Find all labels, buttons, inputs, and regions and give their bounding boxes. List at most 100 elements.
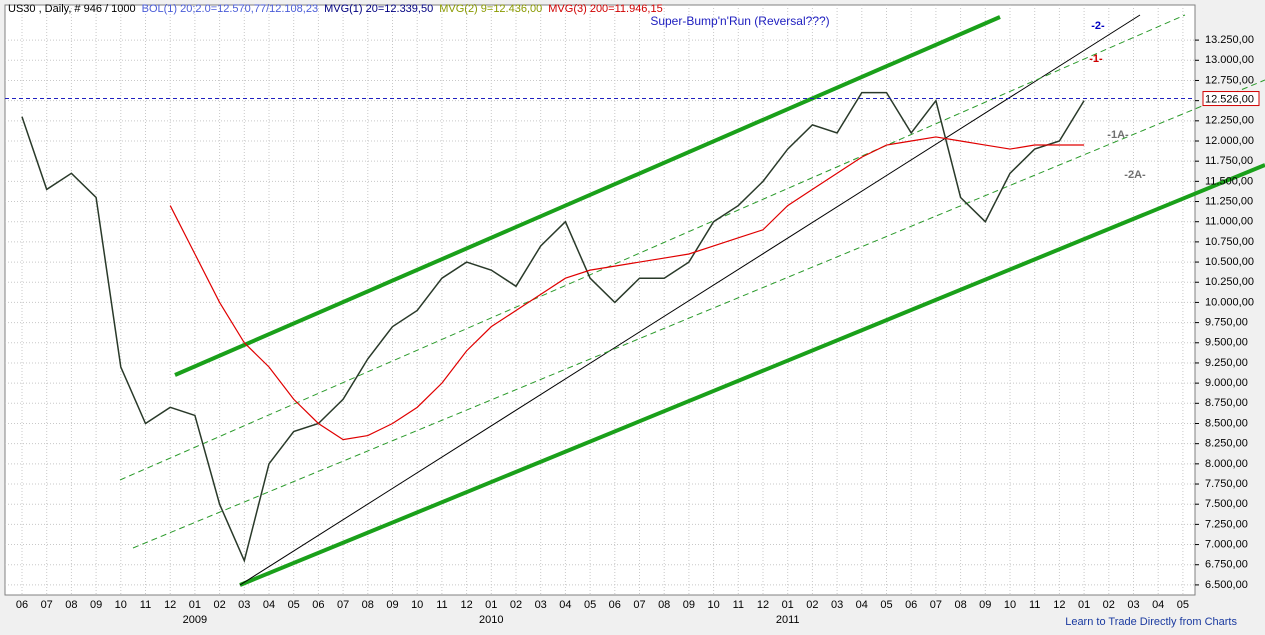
header-item: MVG(2) 9=12.436,00 — [439, 3, 542, 15]
y-tick-label: 9.000,00 — [1205, 377, 1248, 389]
x-tick-label: 09 — [386, 599, 398, 611]
x-tick-label: 02 — [510, 599, 522, 611]
x-tick-label: 06 — [312, 599, 324, 611]
y-tick-label: 7.750,00 — [1205, 478, 1248, 490]
y-tick-label: 9.500,00 — [1205, 337, 1248, 349]
y-tick-label: 7.000,00 — [1205, 538, 1248, 550]
y-tick-label: 10.250,00 — [1205, 276, 1254, 288]
year-label: 2009 — [183, 614, 207, 626]
price-label: 12.526,00 — [1205, 93, 1254, 105]
channel-top — [174, 15, 1001, 377]
x-tick-label: 10 — [115, 599, 127, 611]
header: US30 , Daily, # 946 / 1000 BOL(1) 20;2.0=… — [8, 3, 663, 15]
y-tick-label: 13.000,00 — [1205, 54, 1254, 66]
x-tick-label: 07 — [930, 599, 942, 611]
y-tick-label: 11.000,00 — [1205, 216, 1253, 228]
y-tick-label: 8.000,00 — [1205, 458, 1248, 470]
y-tick-label: 11.750,00 — [1205, 155, 1253, 167]
y-tick-label: 11.500,00 — [1205, 175, 1253, 187]
x-tick-label: 08 — [658, 599, 670, 611]
x-tick-label: 07 — [337, 599, 349, 611]
y-tick-label: 12.000,00 — [1205, 135, 1254, 147]
x-tick-label: 11 — [1029, 599, 1040, 611]
y-tick-label: 13.250,00 — [1205, 34, 1254, 46]
x-tick-label: 01 — [782, 599, 794, 611]
footer: Learn to Trade Directly from Charts — [1065, 616, 1237, 628]
x-tick-label: 02 — [1103, 599, 1115, 611]
channel-bottom — [239, 163, 1265, 587]
x-tick-label: 10 — [411, 599, 423, 611]
x-tick-label: 12 — [757, 599, 769, 611]
x-tick-label: 05 — [1177, 599, 1189, 611]
annotation: -2- — [1091, 20, 1105, 32]
x-tick-label: 08 — [65, 599, 77, 611]
x-tick-label: 11 — [140, 599, 151, 611]
y-tick-label: 9.250,00 — [1205, 357, 1248, 369]
x-tick-label: 05 — [584, 599, 596, 611]
annotation: -2A- — [1124, 169, 1146, 181]
header-item: BOL(1) 20;2.0=12.570,77/12.108,23 — [142, 3, 318, 15]
y-tick-label: 8.250,00 — [1205, 438, 1248, 450]
annotation: -1A- — [1107, 129, 1129, 141]
y-tick-label: 6.750,00 — [1205, 559, 1248, 571]
bump-line — [239, 14, 1141, 586]
x-tick-label: 03 — [238, 599, 250, 611]
y-tick-label: 7.500,00 — [1205, 498, 1248, 510]
plot-area — [4, 4, 1196, 596]
y-tick-label: 12.750,00 — [1205, 74, 1254, 86]
x-tick-label: 06 — [905, 599, 917, 611]
x-tick-label: 04 — [559, 599, 571, 611]
x-tick-label: 01 — [1078, 599, 1090, 611]
annotation: -1- — [1089, 53, 1103, 65]
header-item: MVG(1) 20=12.339,50 — [324, 3, 433, 15]
price-box — [1202, 91, 1260, 107]
x-tick-label: 09 — [979, 599, 991, 611]
x-tick-label: 03 — [831, 599, 843, 611]
year-label: 2011 — [776, 614, 800, 626]
x-tick-label: 09 — [90, 599, 102, 611]
chart-title: Super-Bump'n'Run (Reversal???) — [650, 14, 829, 28]
x-tick-label: 12 — [1053, 599, 1065, 611]
x-tick-label: 07 — [633, 599, 645, 611]
y-tick-label: 10.000,00 — [1205, 296, 1254, 308]
series-line — [169, 136, 1085, 441]
y-tick-label: 8.500,00 — [1205, 417, 1248, 429]
year-label: 2010 — [479, 614, 503, 626]
y-tick-label: 12.250,00 — [1205, 115, 1254, 127]
x-tick-label: 04 — [856, 599, 868, 611]
x-tick-label: 06 — [609, 599, 621, 611]
x-tick-label: 10 — [707, 599, 719, 611]
y-tick-label: 10.500,00 — [1205, 256, 1254, 268]
x-tick-label: 07 — [41, 599, 53, 611]
y-tick-label: 8.750,00 — [1205, 397, 1248, 409]
x-tick-label: 04 — [263, 599, 275, 611]
y-tick-label: 7.250,00 — [1205, 518, 1248, 530]
x-tick-label: 06 — [16, 599, 28, 611]
series-line — [21, 91, 1085, 563]
x-tick-label: 05 — [288, 599, 300, 611]
x-tick-label: 12 — [460, 599, 472, 611]
x-tick-label: 10 — [1004, 599, 1016, 611]
y-tick-label: 9.750,00 — [1205, 317, 1248, 329]
x-tick-label: 04 — [1152, 599, 1164, 611]
x-tick-label: 01 — [189, 599, 201, 611]
x-tick-label: 11 — [733, 599, 744, 611]
channel-mid-2 — [132, 79, 1265, 549]
y-tick-label: 6.500,00 — [1205, 579, 1248, 591]
header-item: US30 , Daily, # 946 / 1000 — [8, 3, 136, 15]
x-tick-label: 12 — [164, 599, 176, 611]
x-tick-label: 08 — [954, 599, 966, 611]
header-item: MVG(3) 200=11.946,15 — [548, 3, 662, 15]
x-tick-label: 08 — [362, 599, 374, 611]
x-tick-label: 01 — [485, 599, 497, 611]
y-tick-label: 10.750,00 — [1205, 236, 1254, 248]
grid — [5, 5, 1195, 595]
x-tick-label: 03 — [535, 599, 547, 611]
x-tick-label: 05 — [880, 599, 892, 611]
x-tick-label: 03 — [1127, 599, 1139, 611]
x-tick-label: 11 — [436, 599, 447, 611]
x-tick-label: 02 — [213, 599, 225, 611]
x-tick-label: 09 — [683, 599, 695, 611]
x-tick-label: 02 — [806, 599, 818, 611]
